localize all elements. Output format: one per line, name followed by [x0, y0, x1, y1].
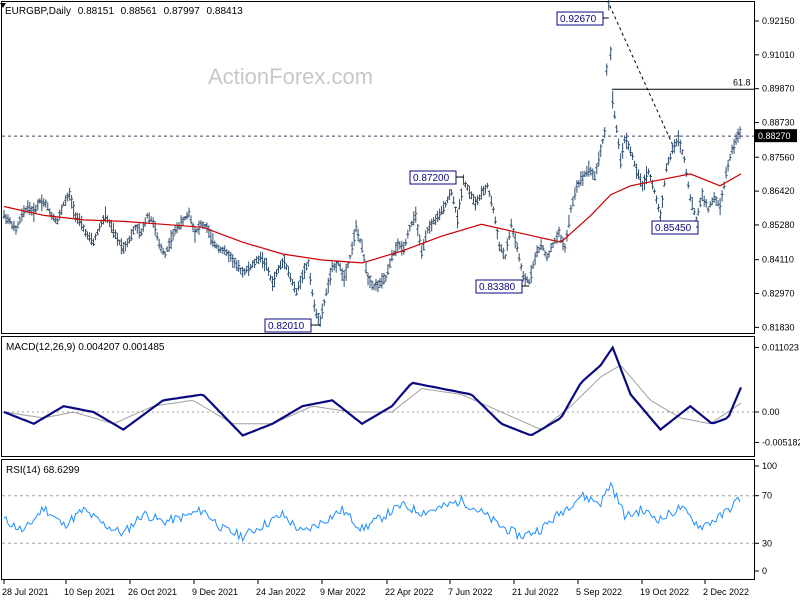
price-tick-label: 0.86420: [762, 186, 795, 196]
symbol-label: EURGBP,Daily: [5, 6, 71, 17]
macd-label: MACD(12,26,9) 0.004207 0.001485: [6, 342, 165, 353]
price-tick-label: 0.88730: [762, 118, 795, 128]
x-tick-label: 7 Jun 2022: [448, 587, 493, 597]
macd-line: [3, 345, 743, 437]
price-bars: [2, 0, 742, 327]
level-annotations: 0.92670 0.87200 0.85450 0.83380 0.82010: [264, 11, 699, 333]
x-tick-label: 22 Apr 2022: [385, 587, 434, 597]
rsi-tick-label: 100: [762, 461, 777, 471]
rsi-series: [3, 481, 741, 543]
rsi-tick-label: 30: [762, 538, 772, 548]
x-tick-label: 2 Dec 2022: [703, 587, 749, 597]
level-value: 0.83380: [479, 282, 516, 293]
rsi-axis: 100 70 30 0: [2, 461, 777, 576]
level-value: 0.82010: [268, 321, 305, 332]
x-axis: 28 Jul 2021 10 Sep 2021 26 Oct 2021 9 Dec 2…: [2, 580, 749, 597]
moving-average: [3, 173, 742, 264]
x-tick-label: 10 Sep 2021: [64, 587, 115, 597]
price-tick-label: 0.92150: [762, 16, 795, 26]
macd-tick-label: 0.011023: [762, 342, 799, 352]
retracement-line: [609, 5, 673, 145]
x-tick-label: 26 Oct 2021: [128, 587, 177, 597]
current-price-marker: [755, 129, 797, 143]
ohlc-low: 0.87997: [164, 6, 201, 17]
level-value: 0.87200: [413, 173, 450, 184]
ma-line: [3, 173, 742, 264]
x-tick-label: 19 Oct 2022: [640, 587, 689, 597]
macd-tick-label: 0.00: [762, 407, 780, 417]
level-annotation: 0.82010: [264, 318, 321, 333]
fib-618-label: 61.8: [733, 77, 751, 87]
x-tick-label: 5 Sep 2022: [576, 587, 622, 597]
macd-panel: [1, 336, 755, 457]
chart-title: EURGBP,Daily 0.88151 0.88561 0.87997 0.8…: [5, 6, 243, 17]
price-tick-label: 0.84110: [762, 255, 794, 265]
rsi-panel: [1, 459, 755, 580]
watermark: ActionForex.com: [208, 64, 373, 89]
price-panel: [1, 1, 755, 334]
price-tick-label: 0.91010: [762, 50, 795, 60]
macd-tick-label: -0.005182: [762, 437, 800, 447]
x-tick-label: 9 Mar 2022: [320, 587, 366, 597]
current-price-label: 0.88270: [758, 131, 791, 141]
level-value: 0.85450: [655, 223, 692, 234]
price-tick-label: 0.87560: [762, 152, 795, 162]
rsi-label: RSI(14) 68.6299: [6, 465, 80, 476]
x-tick-label: 21 Jul 2022: [512, 587, 559, 597]
price-axis: 0.92150 0.91010 0.89870 0.88730 0.87560 0.864…: [2, 5, 797, 332]
ohlc-high: 0.88561: [121, 6, 158, 17]
macd-series: [3, 345, 743, 437]
level-annotation: 0.85450: [651, 220, 699, 235]
macd-signal-line: [3, 365, 742, 431]
x-tick-label: 28 Jul 2021: [2, 587, 49, 597]
collapse-triangle-icon[interactable]: [0, 3, 6, 8]
ohlc-close: 0.88413: [207, 6, 244, 17]
level-annotation: 0.83380: [475, 279, 530, 294]
rsi-line: [3, 481, 741, 543]
x-tick-label: 9 Dec 2021: [192, 587, 238, 597]
rsi-tick-label: 70: [762, 491, 772, 501]
level-annotation: 0.92670: [556, 11, 609, 26]
level-value: 0.92670: [560, 14, 597, 25]
price-tick-label: 0.85280: [762, 220, 795, 230]
ohlc-open: 0.88151: [78, 6, 115, 17]
price-tick-label: 0.81830: [762, 322, 795, 332]
level-annotation: 0.87200: [409, 170, 464, 185]
x-tick-label: 24 Jan 2022: [256, 587, 306, 597]
rsi-tick-label: 0: [762, 566, 767, 576]
price-tick-label: 0.82970: [762, 289, 795, 299]
price-tick-label: 0.89870: [762, 84, 795, 94]
